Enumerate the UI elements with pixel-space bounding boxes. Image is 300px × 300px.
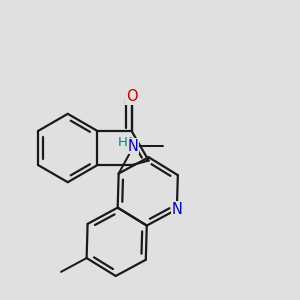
Text: H: H: [118, 136, 128, 149]
Text: N: N: [171, 202, 182, 217]
Text: O: O: [126, 89, 137, 104]
Text: N: N: [128, 139, 139, 154]
